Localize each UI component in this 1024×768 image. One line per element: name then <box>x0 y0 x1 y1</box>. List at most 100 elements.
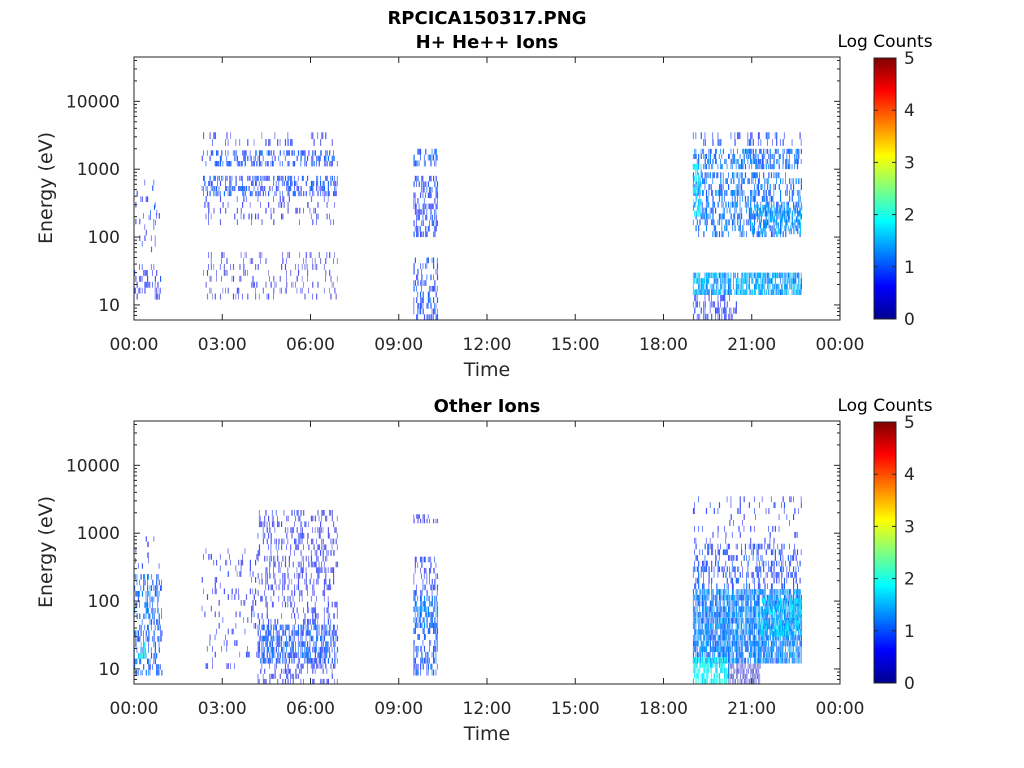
spectrogram-cell <box>711 560 713 567</box>
spectrogram-cell <box>413 263 415 269</box>
spectrogram-cell <box>702 617 704 624</box>
spectrogram-cell <box>720 172 722 179</box>
spectrogram-cell <box>739 606 741 612</box>
spectrogram-cell <box>236 161 238 167</box>
spectrogram-cell <box>698 560 700 567</box>
spectrogram-cell <box>724 606 726 612</box>
spectrogram-cell <box>430 584 432 591</box>
spectrogram-cell <box>722 657 724 663</box>
spectrogram-cell <box>417 268 419 275</box>
spectrogram-cell <box>421 611 423 618</box>
spectrogram-cell <box>431 148 433 155</box>
spectrogram-cell <box>738 577 740 584</box>
spectrogram-cell <box>781 577 783 584</box>
spectrogram-cell <box>273 521 275 528</box>
spectrogram-cell <box>274 191 276 197</box>
spectrogram-cell <box>416 214 417 221</box>
spectrogram-cell <box>698 577 700 584</box>
spectrogram-cell <box>798 589 800 595</box>
spectrogram-cell <box>700 278 702 284</box>
spectrogram-cell <box>216 628 217 635</box>
spectrogram-cell <box>731 646 733 653</box>
spectrogram-cell <box>312 618 314 625</box>
spectrogram-cell <box>260 635 261 642</box>
spectrogram-cell <box>713 231 715 238</box>
spectrogram-cell <box>292 641 294 647</box>
spectrogram-cell <box>239 186 241 192</box>
spectrogram-cell <box>255 600 257 606</box>
spectrogram-cell <box>700 153 702 159</box>
spectrogram-cell <box>726 657 728 663</box>
spectrogram-cell <box>323 578 326 585</box>
spectrogram-cell <box>261 175 263 181</box>
spectrogram-cell <box>325 663 327 669</box>
spectrogram-cell <box>140 647 142 654</box>
spectrogram-cell <box>739 589 741 595</box>
spectrogram-cell <box>708 272 710 279</box>
spectrogram-cell <box>725 623 727 630</box>
spectrogram-cell <box>711 313 713 320</box>
spectrogram-cell <box>695 193 697 200</box>
spectrogram-cell <box>709 657 711 663</box>
spectrogram-cell <box>251 180 253 186</box>
spectrogram-cell <box>712 629 714 635</box>
spectrogram-cell <box>765 612 767 618</box>
spectrogram-cell <box>160 585 162 591</box>
spectrogram-cell <box>134 664 136 670</box>
spectrogram-cell <box>414 669 416 676</box>
spectrogram-cell <box>721 213 723 220</box>
spectrogram-cell <box>747 678 749 684</box>
spectrogram-cell <box>206 150 208 156</box>
spectrogram-cell <box>796 606 798 612</box>
spectrogram-cell <box>436 198 438 204</box>
spectrogram-cell <box>225 634 226 641</box>
spectrogram-cell <box>426 590 428 596</box>
spectrogram-cell <box>720 623 722 630</box>
spectrogram-cell <box>436 606 439 612</box>
spectrogram-cell <box>796 652 798 658</box>
spectrogram-cell <box>213 175 215 181</box>
spectrogram-cell <box>296 287 298 294</box>
spectrogram-cell <box>426 595 428 602</box>
spectrogram-cell <box>253 139 255 146</box>
spectrogram-cell <box>149 585 151 591</box>
spectrogram-cell <box>708 172 710 179</box>
spectrogram-cell <box>305 567 307 573</box>
spectrogram-cell <box>274 624 276 631</box>
spectrogram-cell <box>733 272 734 279</box>
spectrogram-cell <box>160 287 161 294</box>
spectrogram-cell <box>733 589 734 595</box>
spectrogram-cell <box>309 191 311 197</box>
spectrogram-cell <box>421 274 423 281</box>
spectrogram-cell <box>329 287 330 294</box>
spectrogram-cell <box>747 219 749 226</box>
spectrogram-cell <box>730 272 732 279</box>
spectrogram-cell <box>144 574 146 580</box>
spectrogram-cell <box>262 287 264 294</box>
spectrogram-cell <box>436 584 439 591</box>
spectrogram-cell <box>334 613 336 619</box>
spectrogram-cell <box>295 618 297 625</box>
spectrogram-cell <box>708 612 710 618</box>
spectrogram-cell <box>414 657 416 664</box>
spectrogram-cell <box>299 590 300 596</box>
spectrogram-cell <box>702 623 703 630</box>
spectrogram-cell <box>414 611 416 618</box>
spectrogram-cell <box>310 555 313 562</box>
spectrogram-cell <box>264 515 266 522</box>
spectrogram-cell <box>325 646 327 653</box>
spectrogram-cell <box>759 132 760 140</box>
spectrogram-cell <box>764 219 766 226</box>
spectrogram-cell <box>763 222 765 229</box>
spectrogram-cell <box>709 537 711 544</box>
spectrogram-cell <box>157 624 159 631</box>
spectrogram-cell <box>754 634 756 641</box>
spectrogram-cell <box>791 195 793 202</box>
spectrogram-cell <box>768 566 770 573</box>
spectrogram-cell <box>265 678 267 684</box>
spectrogram-cell <box>327 532 329 539</box>
spectrogram-cell <box>720 159 721 165</box>
spectrogram-cell <box>214 186 216 192</box>
spectrogram-cell <box>725 531 727 538</box>
spectrogram-cell <box>730 502 732 509</box>
